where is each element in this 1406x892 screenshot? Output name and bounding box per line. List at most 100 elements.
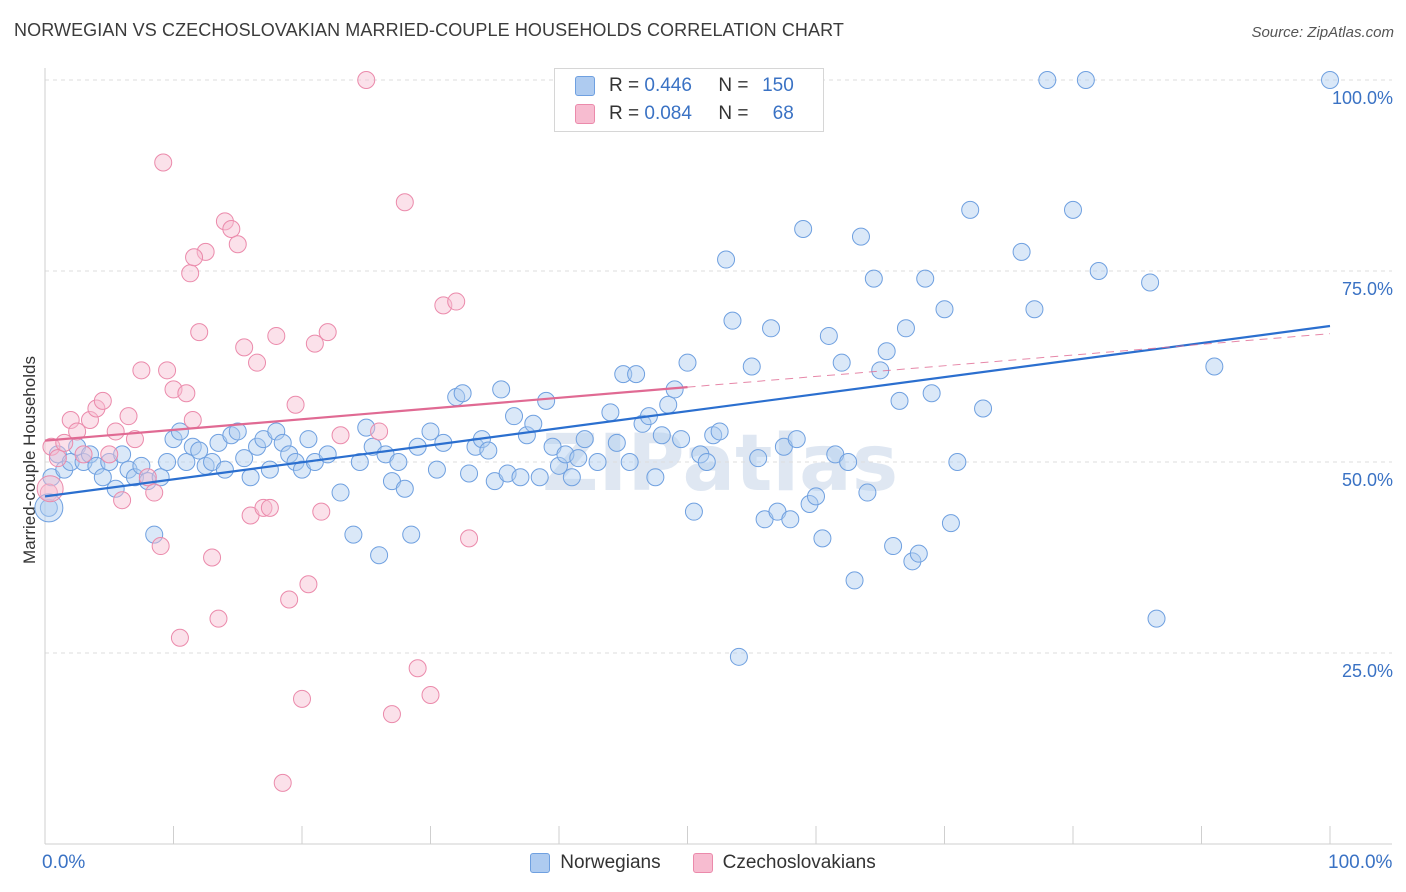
norwegian-point xyxy=(723,311,742,330)
norwegian-point xyxy=(614,365,633,384)
czechoslovakian-point xyxy=(181,264,200,283)
norwegian-point xyxy=(1076,71,1095,89)
norwegian-point xyxy=(228,422,247,441)
norwegian-point xyxy=(1089,262,1108,280)
norwegian-point xyxy=(370,546,389,565)
norwegian-point xyxy=(948,453,967,471)
norwegian-point xyxy=(260,460,279,479)
czechoslovakian-point xyxy=(106,422,125,441)
norwegian-point xyxy=(453,384,472,403)
norwegian-point xyxy=(1147,609,1166,628)
trend-line-dashed xyxy=(687,333,1331,388)
czechoslovakian-point xyxy=(382,705,401,724)
czechoslovakian-point xyxy=(260,498,279,517)
czechoslovakian-point xyxy=(48,449,67,468)
czechoslovakian-point xyxy=(299,575,318,594)
czechoslovakian-point xyxy=(68,422,87,441)
czechoslovakian-point xyxy=(80,410,99,429)
norwegian-point xyxy=(530,468,549,487)
norwegian-point xyxy=(190,441,209,460)
norwegian-point xyxy=(659,395,678,414)
czechoslovakian-point xyxy=(312,502,331,521)
norwegian-point xyxy=(273,433,292,452)
czechoslovakian-point xyxy=(151,537,170,556)
norwegian-point xyxy=(807,487,825,506)
norwegian-point xyxy=(839,453,858,471)
norwegian-point xyxy=(511,468,530,487)
czechoslovakian-point xyxy=(183,410,202,429)
legend-swatch-czechoslovakians xyxy=(575,104,595,124)
x-tick-label-max: 100.0% xyxy=(1328,852,1393,873)
czechoslovakian-point xyxy=(280,590,299,609)
czechoslovakian-point xyxy=(61,410,80,429)
norwegian-point xyxy=(80,445,99,464)
trend-line-czechoslovakians xyxy=(44,386,688,442)
chart-title: NORWEGIAN VS CZECHOSLOVAKIAN MARRIED-COU… xyxy=(14,20,844,40)
norwegian-point xyxy=(132,456,151,475)
norwegian-point xyxy=(909,544,928,563)
norwegian-point xyxy=(684,502,703,521)
legend-swatch-norwegians xyxy=(575,76,595,96)
czechoslovakian-point xyxy=(119,407,138,426)
czechoslovakian-point xyxy=(132,361,151,380)
legend-r-label: R = xyxy=(609,103,640,124)
series-swatch-norwegians xyxy=(530,853,551,873)
czechoslovakian-point xyxy=(158,361,177,380)
czechoslovakian-point xyxy=(154,153,173,172)
legend-n-value: 150 xyxy=(762,75,794,96)
norwegian-point xyxy=(717,250,736,269)
czechoslovakian-point xyxy=(370,422,389,441)
czechoslovakian-point xyxy=(177,384,196,403)
norwegian-point xyxy=(1038,71,1057,89)
norwegian-point xyxy=(710,422,729,441)
norwegian-point xyxy=(588,453,607,471)
norwegian-point xyxy=(691,445,710,464)
norwegian-point xyxy=(961,200,980,219)
czechoslovakian-point xyxy=(421,686,440,705)
norwegian-point xyxy=(492,380,511,399)
norwegian-point xyxy=(145,525,164,544)
norwegian-point xyxy=(113,445,132,464)
czechoslovakian-point xyxy=(87,399,106,418)
czechoslovakian-point xyxy=(228,235,247,254)
norwegian-point xyxy=(505,407,524,426)
norwegian-point xyxy=(1141,273,1160,292)
legend-row-norwegians: R = 0.446 N = 150 xyxy=(575,73,794,99)
norwegian-point xyxy=(607,433,626,452)
norwegian-point xyxy=(562,468,581,487)
norwegian-point xyxy=(781,510,800,529)
norwegian-point xyxy=(864,269,883,288)
norwegian-point xyxy=(1205,357,1224,376)
norwegian-point xyxy=(215,460,234,479)
czechoslovakian-point xyxy=(267,326,286,345)
trend-line-norwegians xyxy=(44,324,1331,498)
norwegian-point xyxy=(941,514,960,533)
series-legend-czechoslovakians[interactable]: Czechoslovakians xyxy=(692,852,876,874)
czechoslovakian-point xyxy=(170,628,189,647)
norwegian-point xyxy=(800,495,819,514)
norwegian-point xyxy=(832,353,851,372)
series-legend-norwegians[interactable]: Norwegians xyxy=(530,852,661,874)
czechoslovakian-point xyxy=(145,483,164,502)
czechoslovakian-point xyxy=(447,292,466,311)
norwegian-point xyxy=(762,319,781,338)
czechoslovakian-point xyxy=(286,395,305,414)
czechoslovakian-point xyxy=(248,353,267,372)
legend-r-value: 0.446 xyxy=(644,75,692,96)
norwegian-point xyxy=(1064,200,1082,219)
czechoslovakian-point xyxy=(235,338,254,357)
czechoslovakian-point xyxy=(273,773,292,792)
czechoslovakian-point xyxy=(293,689,311,708)
norwegian-point xyxy=(652,426,671,445)
czechoslovakian-point xyxy=(254,498,273,517)
czechoslovakian-point xyxy=(36,475,64,503)
norwegian-point xyxy=(646,468,665,487)
series-legend: Norwegians Czechoslovakians xyxy=(0,852,1406,874)
czechoslovakian-point xyxy=(222,219,241,238)
y-tick-label: 25.0% xyxy=(1342,661,1393,681)
norwegian-point xyxy=(858,483,877,502)
czechoslovakian-point xyxy=(203,548,222,567)
czechoslovakian-point xyxy=(331,426,350,445)
norwegian-point xyxy=(537,391,556,410)
